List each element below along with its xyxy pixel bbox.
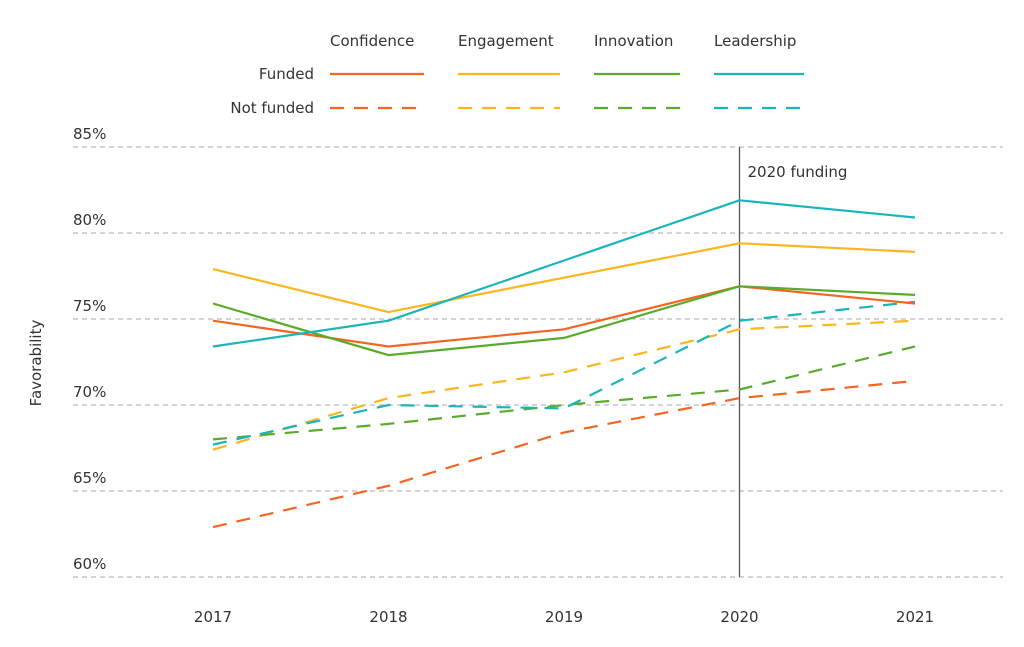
annotation-label: 2020 funding [748, 163, 848, 181]
series-line-engagement-funded [212, 242, 916, 314]
y-tick-label: 75% [73, 297, 106, 315]
legend-category-leadership: Leadership [714, 32, 796, 50]
series-line-confidence-not-funded [212, 379, 916, 529]
series-line-leadership-not-funded [212, 300, 916, 446]
legend-group-funded: Funded [259, 65, 314, 83]
annotation: 2020 funding [738, 147, 848, 577]
x-tick-label: 2021 [896, 608, 934, 626]
legend-category-confidence: Confidence [330, 32, 414, 50]
legend: Confidence Engagement Innovation Leadership… [230, 32, 804, 117]
x-axis-ticks: 2017 2018 2019 2020 2021 [194, 608, 934, 626]
y-tick-label: 70% [73, 383, 106, 401]
x-tick-label: 2020 [720, 608, 758, 626]
x-tick-label: 2018 [369, 608, 407, 626]
series-line-engagement-not-funded [212, 319, 916, 451]
gridlines [73, 146, 1003, 578]
legend-category-engagement: Engagement [458, 32, 554, 50]
y-tick-label: 65% [73, 469, 106, 487]
x-tick-label: 2017 [194, 608, 232, 626]
y-tick-label: 85% [73, 125, 106, 143]
series [212, 199, 916, 529]
legend-group-not-funded: Not funded [230, 99, 314, 117]
legend-category-innovation: Innovation [594, 32, 673, 50]
y-tick-label: 80% [73, 211, 106, 229]
x-tick-label: 2019 [545, 608, 583, 626]
series-line-innovation-funded [212, 285, 916, 357]
y-axis-ticks: 85% 80% 75% 70% 65% 60% [73, 125, 106, 573]
series-line-leadership-funded [212, 199, 916, 348]
y-axis-label: Favorability [27, 320, 45, 407]
series-line-innovation-not-funded [212, 345, 916, 441]
y-tick-label: 60% [73, 555, 106, 573]
